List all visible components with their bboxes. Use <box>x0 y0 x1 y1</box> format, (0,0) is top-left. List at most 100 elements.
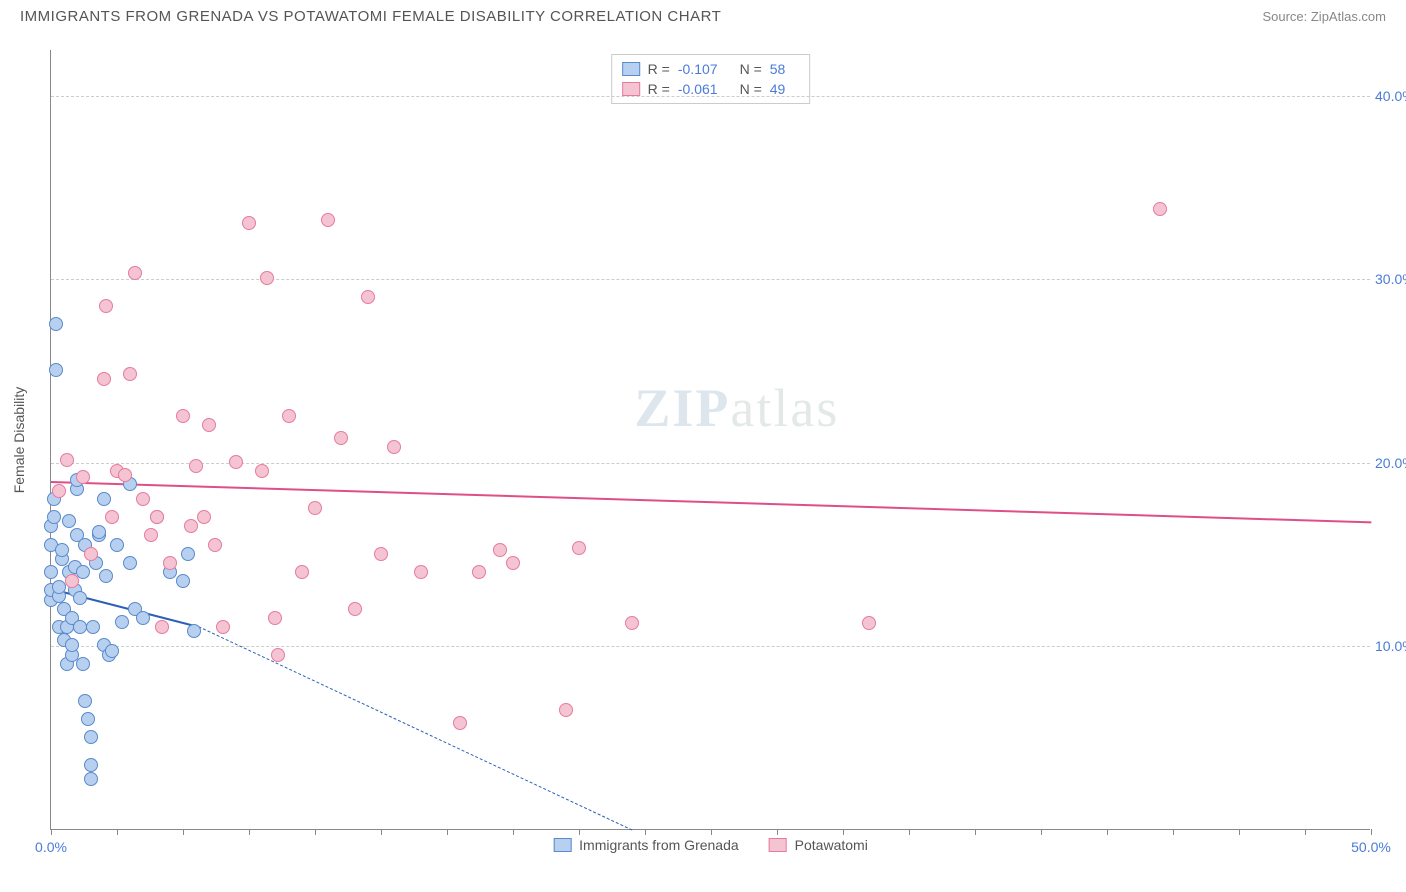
data-point-potawatomi[interactable] <box>271 648 285 662</box>
data-point-potawatomi[interactable] <box>321 213 335 227</box>
r-value-potawatomi: -0.061 <box>678 81 718 97</box>
data-point-potawatomi[interactable] <box>260 271 274 285</box>
n-label: N = <box>740 61 762 77</box>
data-point-potawatomi[interactable] <box>387 440 401 454</box>
data-point-potawatomi[interactable] <box>1153 202 1167 216</box>
data-point-potawatomi[interactable] <box>202 418 216 432</box>
data-point-grenada[interactable] <box>73 591 87 605</box>
data-point-potawatomi[interactable] <box>184 519 198 533</box>
data-point-potawatomi[interactable] <box>361 290 375 304</box>
x-tick <box>183 829 184 835</box>
data-point-potawatomi[interactable] <box>208 538 222 552</box>
data-point-potawatomi[interactable] <box>197 510 211 524</box>
data-point-potawatomi[interactable] <box>52 484 66 498</box>
y-tick-label: 30.0% <box>1375 271 1406 287</box>
x-tick-label: 50.0% <box>1351 839 1391 855</box>
data-point-potawatomi[interactable] <box>65 574 79 588</box>
data-point-potawatomi[interactable] <box>506 556 520 570</box>
legend-item-grenada[interactable]: Immigrants from Grenada <box>553 837 739 853</box>
data-point-grenada[interactable] <box>62 514 76 528</box>
x-tick <box>843 829 844 835</box>
data-point-potawatomi[interactable] <box>334 431 348 445</box>
data-point-potawatomi[interactable] <box>118 468 132 482</box>
x-tick <box>117 829 118 835</box>
data-point-potawatomi[interactable] <box>99 299 113 313</box>
data-point-potawatomi[interactable] <box>216 620 230 634</box>
data-point-potawatomi[interactable] <box>295 565 309 579</box>
data-point-grenada[interactable] <box>123 556 137 570</box>
data-point-grenada[interactable] <box>84 772 98 786</box>
data-point-potawatomi[interactable] <box>144 528 158 542</box>
data-point-potawatomi[interactable] <box>559 703 573 717</box>
data-point-potawatomi[interactable] <box>136 492 150 506</box>
data-point-potawatomi[interactable] <box>163 556 177 570</box>
x-tick <box>1239 829 1240 835</box>
data-point-potawatomi[interactable] <box>268 611 282 625</box>
data-point-grenada[interactable] <box>110 538 124 552</box>
source-prefix: Source: <box>1262 9 1310 24</box>
legend-item-potawatomi[interactable]: Potawatomi <box>769 837 868 853</box>
data-point-potawatomi[interactable] <box>862 616 876 630</box>
data-point-grenada[interactable] <box>49 317 63 331</box>
data-point-grenada[interactable] <box>176 574 190 588</box>
data-point-grenada[interactable] <box>99 569 113 583</box>
data-point-potawatomi[interactable] <box>308 501 322 515</box>
data-point-potawatomi[interactable] <box>453 716 467 730</box>
series-legend: Immigrants from Grenada Potawatomi <box>553 837 868 853</box>
data-point-grenada[interactable] <box>84 730 98 744</box>
gridline <box>51 463 1370 464</box>
data-point-grenada[interactable] <box>73 620 87 634</box>
data-point-potawatomi[interactable] <box>150 510 164 524</box>
data-point-potawatomi[interactable] <box>84 547 98 561</box>
data-point-grenada[interactable] <box>105 644 119 658</box>
data-point-potawatomi[interactable] <box>176 409 190 423</box>
data-point-grenada[interactable] <box>49 363 63 377</box>
data-point-potawatomi[interactable] <box>625 616 639 630</box>
gridline <box>51 279 1370 280</box>
data-point-potawatomi[interactable] <box>229 455 243 469</box>
data-point-grenada[interactable] <box>81 712 95 726</box>
source-link[interactable]: ZipAtlas.com <box>1311 9 1386 24</box>
data-point-potawatomi[interactable] <box>60 453 74 467</box>
data-point-grenada[interactable] <box>47 510 61 524</box>
data-point-grenada[interactable] <box>187 624 201 638</box>
data-point-grenada[interactable] <box>136 611 150 625</box>
data-point-potawatomi[interactable] <box>414 565 428 579</box>
data-point-potawatomi[interactable] <box>282 409 296 423</box>
data-point-potawatomi[interactable] <box>155 620 169 634</box>
data-point-potawatomi[interactable] <box>572 541 586 555</box>
x-tick <box>1371 829 1372 835</box>
n-value-potawatomi: 49 <box>770 81 786 97</box>
data-point-potawatomi[interactable] <box>348 602 362 616</box>
data-point-grenada[interactable] <box>78 694 92 708</box>
y-tick-label: 20.0% <box>1375 455 1406 471</box>
data-point-grenada[interactable] <box>92 525 106 539</box>
data-point-grenada[interactable] <box>55 543 69 557</box>
swatch-potawatomi <box>769 838 787 852</box>
data-point-potawatomi[interactable] <box>76 470 90 484</box>
data-point-potawatomi[interactable] <box>123 367 137 381</box>
data-point-potawatomi[interactable] <box>374 547 388 561</box>
data-point-potawatomi[interactable] <box>128 266 142 280</box>
data-point-potawatomi[interactable] <box>493 543 507 557</box>
data-point-potawatomi[interactable] <box>97 372 111 386</box>
r-value-grenada: -0.107 <box>678 61 718 77</box>
data-point-grenada[interactable] <box>76 657 90 671</box>
data-point-grenada[interactable] <box>115 615 129 629</box>
data-point-potawatomi[interactable] <box>472 565 486 579</box>
data-point-grenada[interactable] <box>97 492 111 506</box>
data-point-grenada[interactable] <box>84 758 98 772</box>
data-point-grenada[interactable] <box>65 638 79 652</box>
trend-line <box>51 481 1371 523</box>
x-tick <box>711 829 712 835</box>
data-point-grenada[interactable] <box>44 565 58 579</box>
data-point-grenada[interactable] <box>52 580 66 594</box>
y-tick-label: 40.0% <box>1375 88 1406 104</box>
data-point-potawatomi[interactable] <box>242 216 256 230</box>
data-point-potawatomi[interactable] <box>189 459 203 473</box>
data-point-grenada[interactable] <box>86 620 100 634</box>
data-point-grenada[interactable] <box>181 547 195 561</box>
legend-label-grenada: Immigrants from Grenada <box>579 837 739 853</box>
data-point-potawatomi[interactable] <box>105 510 119 524</box>
data-point-potawatomi[interactable] <box>255 464 269 478</box>
